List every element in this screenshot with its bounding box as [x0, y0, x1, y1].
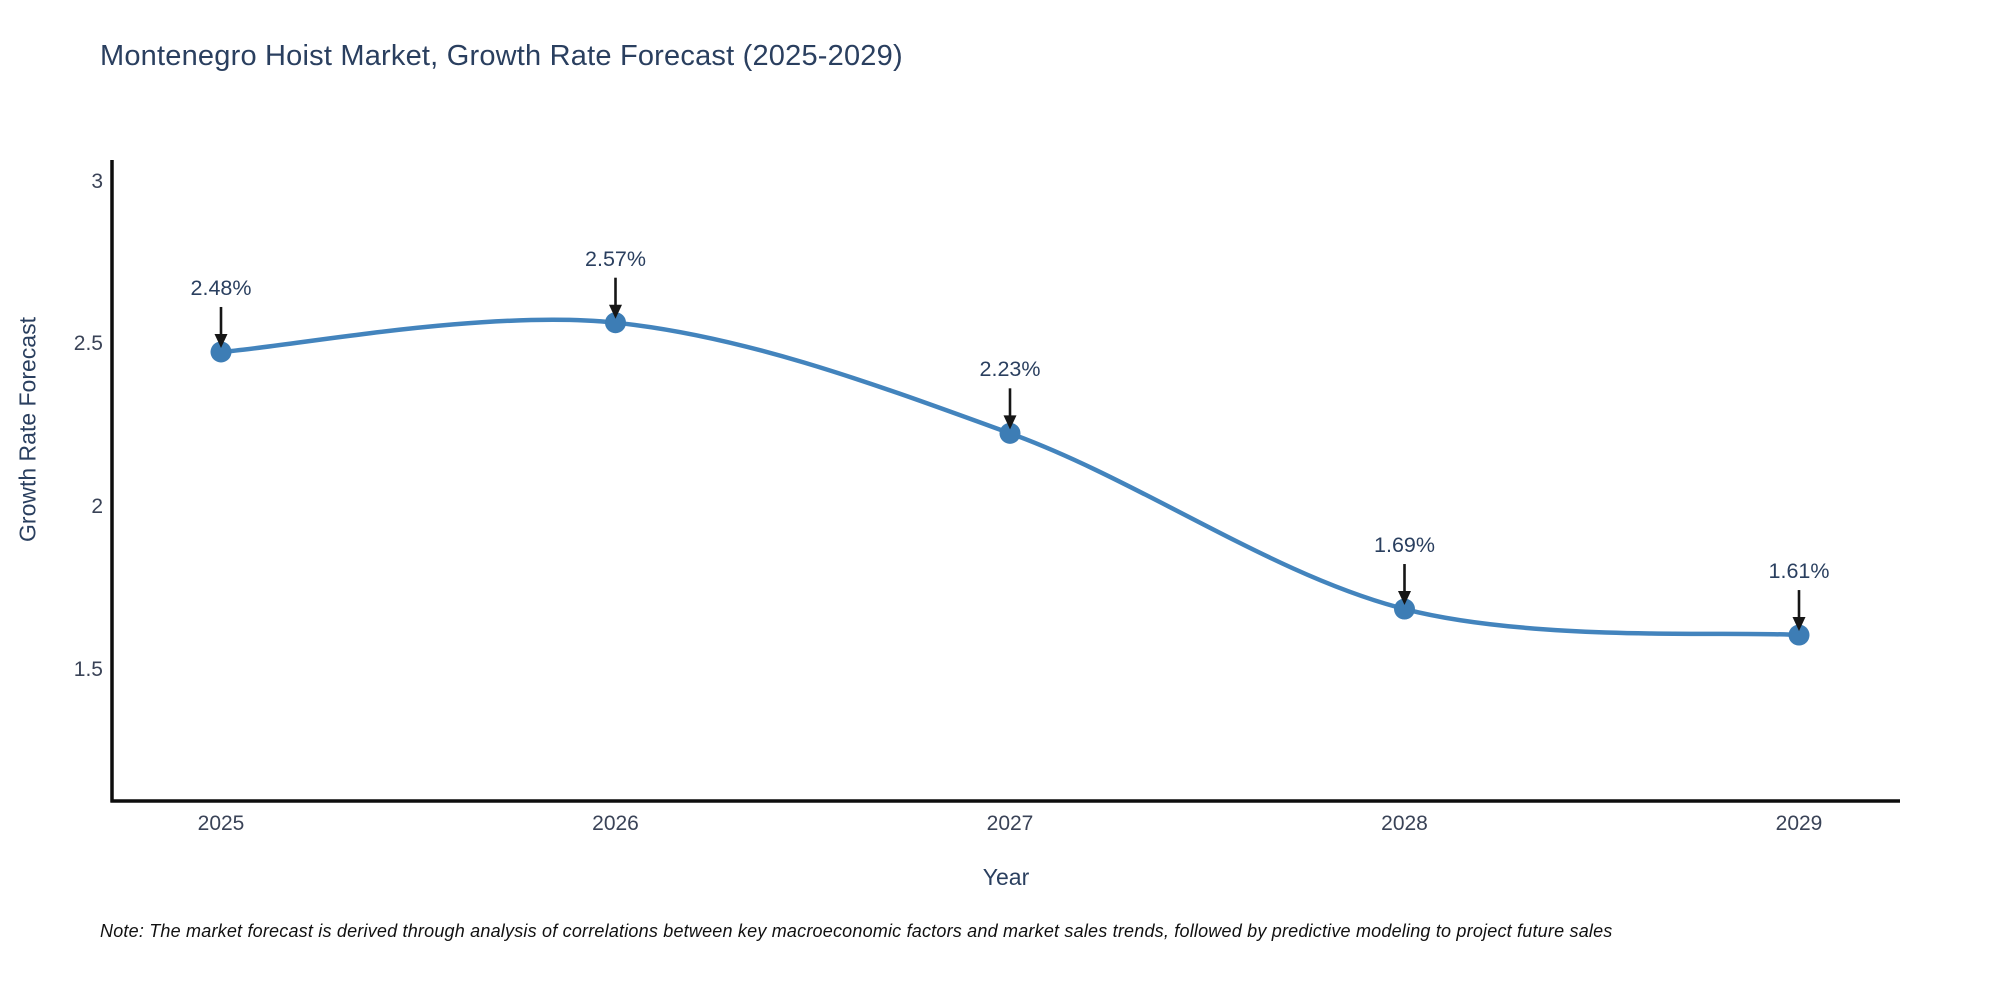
point-value-annotation: 2.57%: [585, 246, 646, 271]
data-point-marker: [605, 312, 626, 334]
point-value-annotation: 2.48%: [190, 275, 252, 300]
x-tick-label: 2029: [1775, 812, 1823, 835]
x-tick-label: 2026: [592, 812, 639, 835]
chart-title: Montenegro Hoist Market, Growth Rate For…: [100, 40, 903, 72]
annotation-arrow-head: [214, 333, 228, 348]
data-point-marker: [1394, 598, 1415, 620]
y-tick-label: 2.5: [73, 332, 103, 356]
x-axis-title: Year: [982, 864, 1030, 890]
data-point-marker: [210, 341, 232, 363]
data-point-marker: [1788, 624, 1810, 646]
x-tick-label: 2025: [197, 812, 245, 835]
point-value-annotation: 1.69%: [1374, 533, 1435, 558]
y-tick-label: 1.5: [73, 657, 103, 681]
annotation-arrow-head: [1792, 617, 1806, 632]
annotation-arrow-head: [1003, 415, 1017, 430]
annotation-arrow-head: [609, 304, 622, 319]
x-tick-label: 2027: [986, 812, 1034, 835]
annotation-arrow-head: [1398, 591, 1411, 606]
y-tick-label: 3: [91, 169, 103, 193]
y-tick-label: 2: [91, 495, 103, 519]
footnote: Note: The market forecast is derived thr…: [100, 921, 1613, 941]
data-point-marker: [999, 422, 1021, 444]
point-value-annotation: 2.23%: [979, 357, 1041, 382]
x-tick-label: 2028: [1381, 812, 1428, 835]
point-value-annotation: 1.61%: [1768, 559, 1830, 584]
